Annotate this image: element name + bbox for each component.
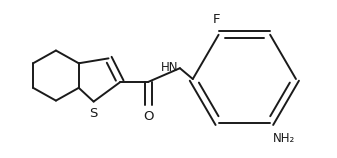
Text: F: F [213,13,220,26]
Text: NH₂: NH₂ [273,132,295,145]
Text: O: O [143,110,153,123]
Text: S: S [89,107,98,120]
Text: HN: HN [160,61,178,74]
